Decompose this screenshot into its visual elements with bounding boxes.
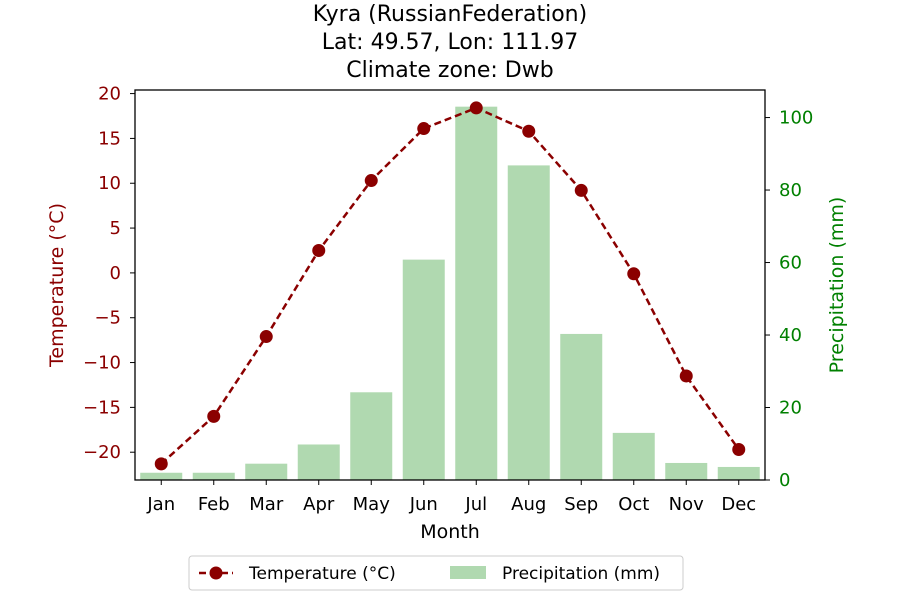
right-tick-label: 60 [779,253,802,274]
legend-frame [188,555,684,591]
x-tick-label-apr: Apr [303,494,335,515]
right-tick-label: 20 [779,398,802,419]
legend: Temperature (°C) Precipitation (mm) [188,555,684,591]
x-tick-label-sep: Sep [564,494,598,515]
precipitation-bar-apr [297,444,340,480]
x-tick-label-aug: Aug [511,494,546,515]
right-axis-ticks: 0 20 40 60 80 100 [765,108,813,491]
x-tick-label-mar: Mar [249,494,284,515]
precipitation-bar-nov [665,462,708,480]
temperature-line [154,101,746,471]
left-tick-label: −10 [83,353,121,374]
right-tick-label: 0 [779,470,790,491]
left-tick-label: 15 [98,128,121,149]
left-axis-ticks: −20 −15 −10 −5 0 5 10 15 20 [83,84,135,463]
precipitation-bar-jan [140,472,183,480]
legend-precipitation-swatch [450,566,486,579]
temperature-point-jan [154,457,168,471]
x-tick-label-jul: Jul [464,494,487,515]
temperature-point-apr [312,243,326,257]
chart-title: Kyra (RussianFederation) Lat: 49.57, Lon… [313,2,587,83]
temperature-point-nov [679,369,693,383]
left-tick-label: 5 [110,218,121,239]
x-tick-label-feb: Feb [198,494,230,515]
title-line-2: Lat: 49.57, Lon: 111.97 [322,30,578,55]
precipitation-bar-feb [192,472,235,480]
precipitation-bar-dec [717,466,760,480]
left-tick-label: 20 [98,84,121,105]
temperature-point-oct [627,267,641,281]
temperature-point-dec [732,443,746,457]
x-tick-label-oct: Oct [618,494,649,515]
temperature-point-feb [207,409,221,423]
precipitation-bars [140,106,760,481]
precipitation-bar-sep [560,333,603,480]
precipitation-bar-aug [507,165,550,481]
legend-temperature-swatch-marker [209,566,223,580]
title-line-3: Climate zone: Dwb [346,58,553,83]
temperature-point-may [364,174,378,188]
x-tick-label-dec: Dec [721,494,756,515]
left-tick-label: 10 [98,173,121,194]
precipitation-bar-jul [455,106,498,481]
x-tick-label-nov: Nov [669,494,704,515]
temperature-point-jul [469,101,483,115]
left-tick-label: 0 [110,263,121,284]
plot-frame [134,89,766,481]
x-axis-label: Month [420,521,480,543]
legend-precipitation-label: Precipitation (mm) [502,564,660,584]
temperature-point-aug [522,124,536,138]
right-tick-label: 80 [779,180,802,201]
x-tick-label-may: May [353,494,391,515]
precipitation-bar-oct [612,432,655,480]
left-tick-label: −20 [83,442,121,463]
x-tick-label-jun: Jun [409,494,438,515]
left-tick-label: −5 [94,308,121,329]
legend-temperature-label: Temperature (°C) [248,564,396,584]
left-tick-label: −15 [83,397,121,418]
precipitation-bar-jun [402,259,445,480]
temperature-point-mar [259,330,273,344]
precipitation-bar-mar [245,463,288,480]
right-tick-label: 40 [779,325,802,346]
right-tick-label: 100 [779,108,813,129]
right-axis-label: Precipitation (mm) [826,197,848,374]
temperature-point-sep [574,183,588,197]
x-axis-ticks: Jan Feb Mar Apr May Jun Jul Aug Sep Oct Nov Dec [146,480,756,515]
title-line-1: Kyra (RussianFederation) [313,2,587,27]
left-axis-label: Temperature (°C) [46,203,68,368]
temperature-series-line [160,106,740,465]
temperature-point-jun [417,122,431,136]
x-tick-label-jan: Jan [146,494,175,515]
precipitation-bar-may [350,392,393,480]
